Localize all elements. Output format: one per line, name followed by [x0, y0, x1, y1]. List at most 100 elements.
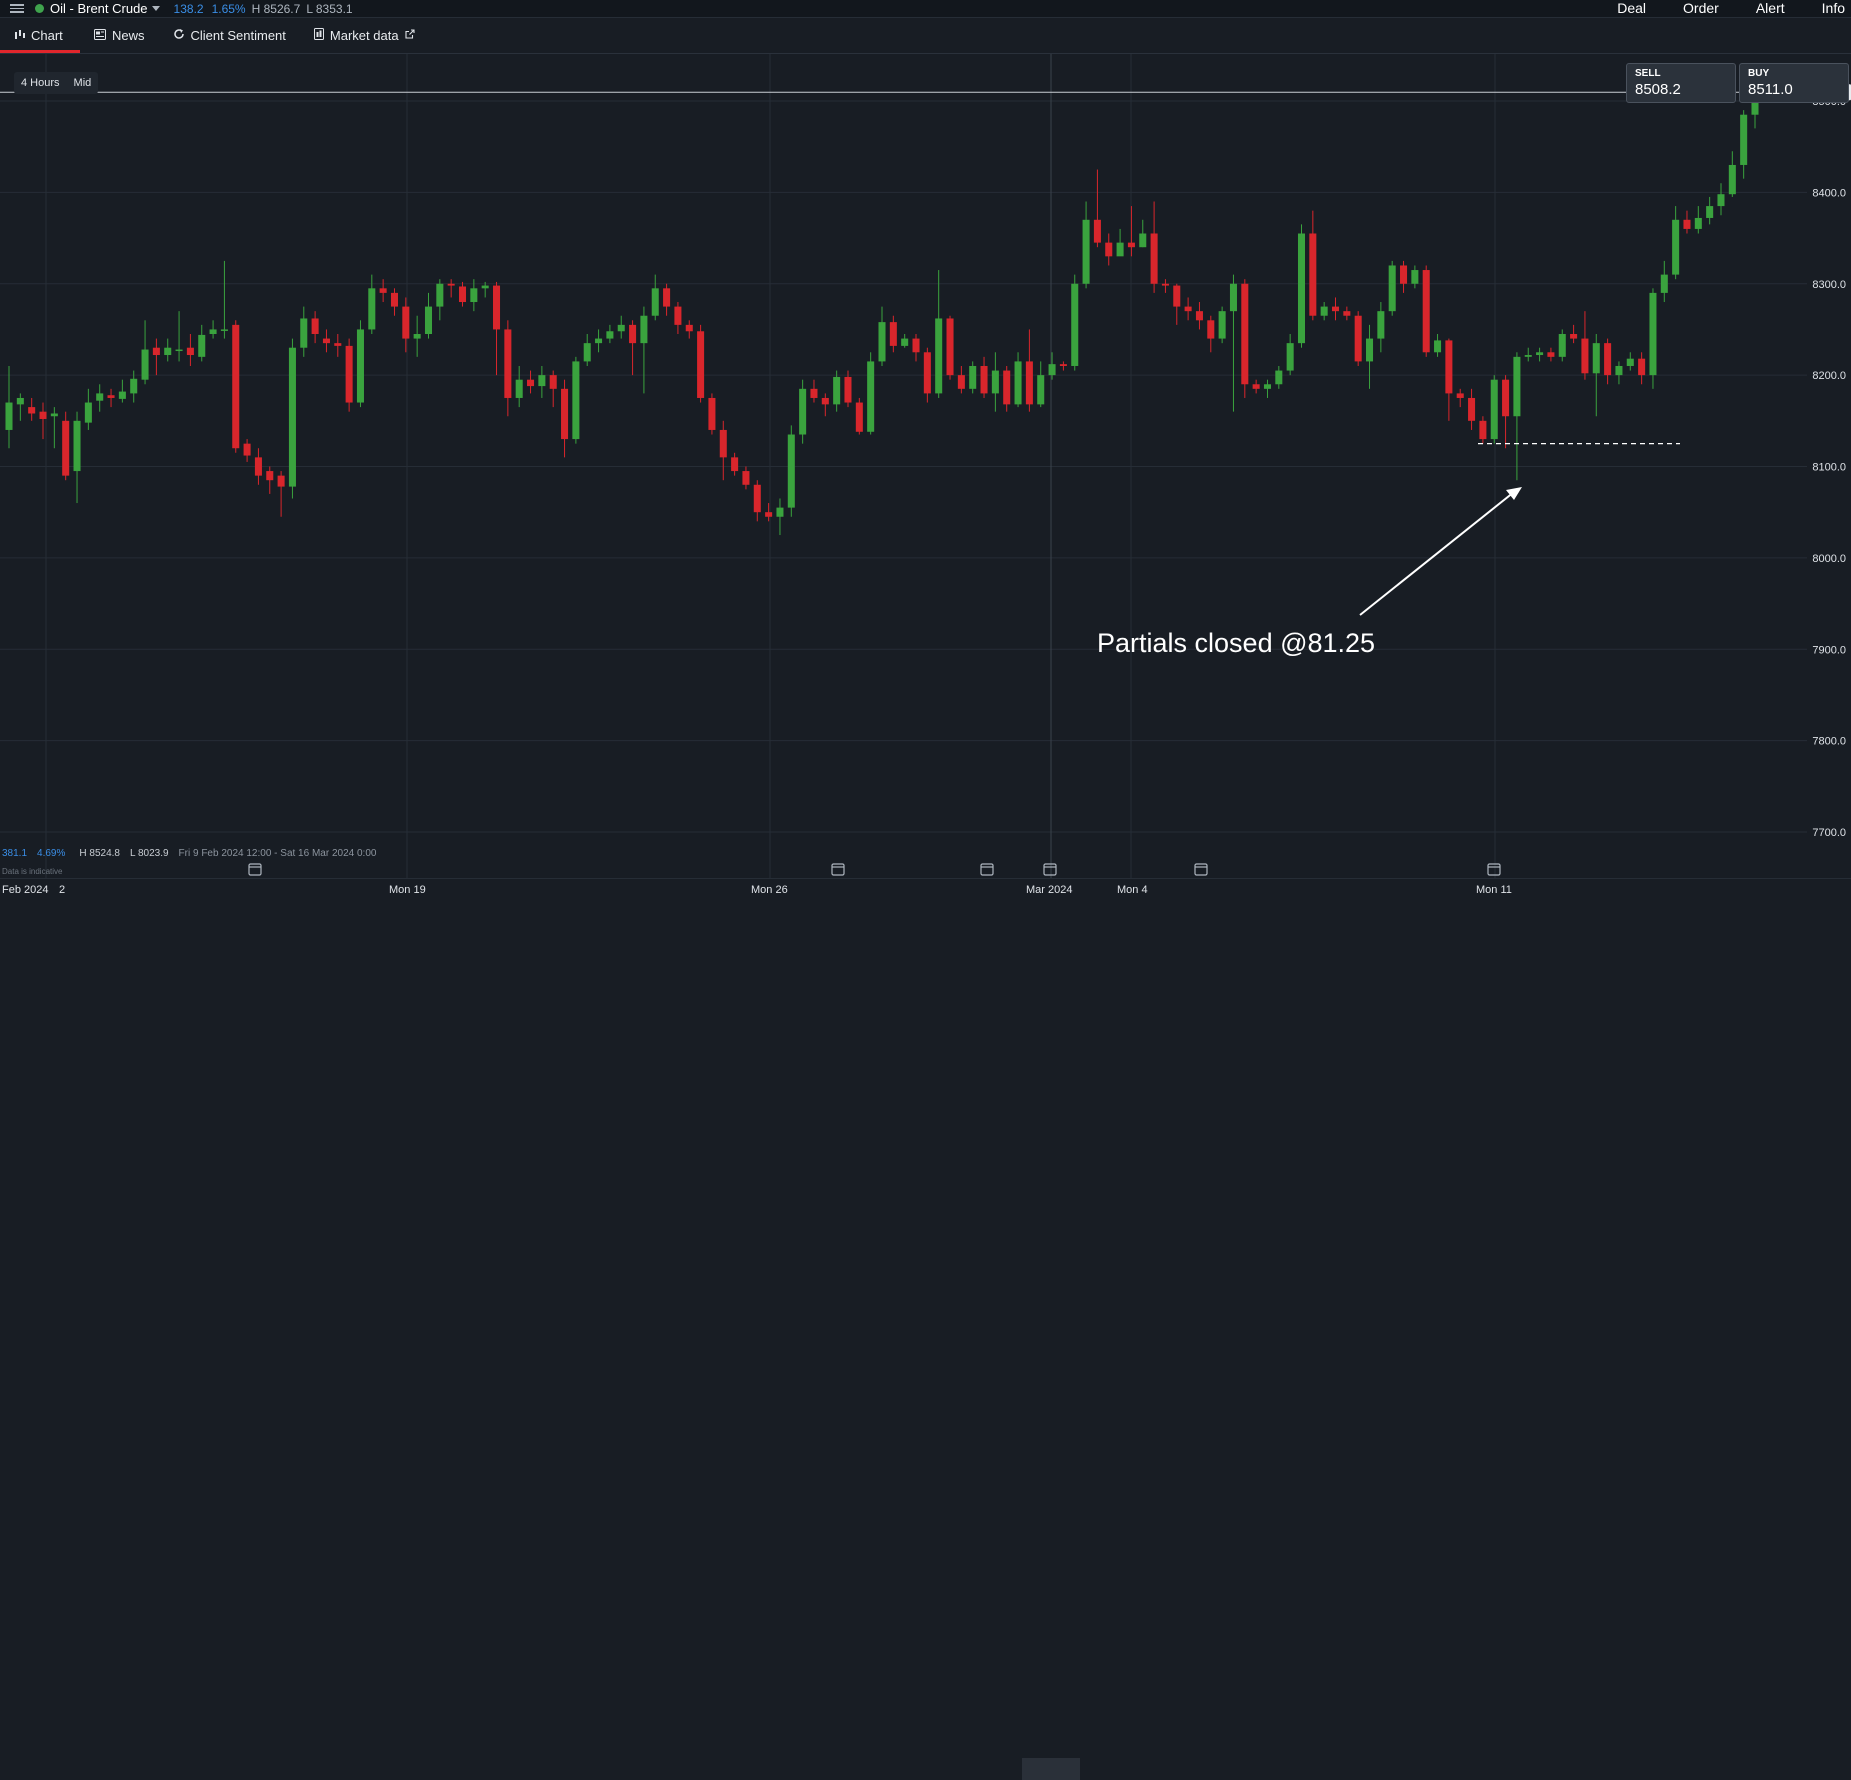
candle — [1615, 365, 1623, 376]
candle — [538, 375, 546, 387]
top-actions: Deal Order Alert Info — [1580, 0, 1851, 17]
candle — [878, 322, 886, 362]
candle — [1626, 358, 1634, 366]
candle — [663, 288, 671, 307]
candle — [1694, 217, 1702, 229]
candle — [1740, 114, 1748, 165]
candle — [1411, 270, 1419, 284]
period-low: L 8023.9 — [129, 848, 169, 859]
tab-news[interactable]: News — [80, 18, 159, 53]
candle — [957, 375, 965, 389]
instrument-name[interactable]: Oil - Brent Crude — [50, 1, 148, 16]
tab-client-sentiment-label: Client Sentiment — [190, 28, 286, 43]
candle — [1229, 283, 1237, 312]
candle — [969, 365, 977, 389]
date-axis[interactable]: Feb 2024 2 Mon 19 Mon 26 Mar 2024 Mon 4 … — [0, 878, 1851, 1780]
calendar-icon — [1043, 863, 1057, 876]
candle — [73, 420, 81, 472]
candle — [1275, 370, 1283, 385]
price-change: 138.2 — [173, 1, 204, 16]
order-button[interactable]: Order — [1683, 0, 1719, 16]
candle — [1161, 283, 1169, 286]
deal-button[interactable]: Deal — [1617, 0, 1647, 16]
candle — [674, 306, 682, 325]
candle — [300, 318, 308, 348]
candle — [799, 388, 807, 435]
tab-market-data-label: Market data — [329, 28, 399, 43]
candle — [561, 388, 569, 440]
candle — [447, 283, 455, 286]
candle — [1434, 340, 1442, 353]
alert-button[interactable]: Alert — [1755, 0, 1785, 16]
doc-icon — [313, 28, 324, 43]
candle — [1116, 242, 1124, 257]
price-change-pct: 1.65% — [211, 1, 246, 16]
candle — [1048, 364, 1056, 376]
candle — [198, 334, 206, 357]
tab-client-sentiment[interactable]: Client Sentiment — [159, 18, 300, 53]
buy-button[interactable]: BUY 8511.0 — [1739, 63, 1849, 103]
interval-button[interactable]: 4 Hours — [21, 77, 60, 89]
candle — [39, 411, 47, 419]
period-range: Fri 9 Feb 2024 12:00 - Sat 16 Mar 2024 0… — [178, 848, 377, 859]
candle — [1297, 233, 1306, 344]
tab-market-data[interactable]: Market data — [300, 18, 429, 53]
candle — [855, 402, 863, 432]
period-high: H 8524.8 — [79, 848, 120, 859]
day-low: L 8353.1 — [306, 1, 353, 16]
candle — [787, 434, 795, 508]
candle — [527, 379, 535, 387]
date-label: Mon 19 — [389, 884, 426, 896]
candle — [923, 352, 931, 394]
candle — [1343, 311, 1351, 316]
buy-price: 8511.0 — [1748, 81, 1793, 98]
candle — [322, 338, 330, 344]
candle — [1456, 393, 1464, 398]
instrument-header: Oil - Brent Crude 138.2 1.65% H 8526.7 L… — [0, 0, 1851, 18]
candle — [1059, 364, 1067, 366]
candle — [130, 378, 138, 394]
chevron-down-icon[interactable] — [151, 6, 160, 11]
candle — [28, 407, 36, 414]
tab-bar: Chart News Client Sentiment Market data — [0, 18, 1851, 54]
candle — [742, 471, 750, 485]
price-type-button[interactable]: Mid — [73, 77, 92, 89]
tab-chart[interactable]: Chart — [0, 18, 80, 53]
candle — [1025, 361, 1033, 405]
candle — [1468, 397, 1476, 421]
candle — [1241, 283, 1249, 385]
candle — [5, 402, 13, 430]
candle — [436, 283, 444, 307]
candle — [1195, 311, 1203, 321]
candle — [368, 288, 376, 330]
candle — [1706, 206, 1714, 218]
candle — [1014, 361, 1022, 405]
candle — [1071, 283, 1079, 366]
candle — [810, 388, 818, 398]
candle — [1173, 285, 1181, 307]
candle — [549, 375, 557, 389]
candle — [833, 376, 841, 405]
candle — [1309, 233, 1317, 316]
candle — [1263, 384, 1271, 389]
candle — [1558, 334, 1566, 357]
candle — [458, 286, 467, 303]
period-change-pct: 4.69% — [37, 848, 66, 859]
info-button[interactable]: Info — [1821, 0, 1845, 16]
price-chart[interactable]: 7700.0 7800.0 7900.0 8000.0 8100.0 8200.0 8300… — [0, 54, 1851, 902]
candle — [595, 338, 603, 344]
menu-icon[interactable] — [10, 4, 24, 13]
candle — [1037, 375, 1045, 405]
candle — [617, 324, 625, 332]
sell-button[interactable]: SELL 8508.2 — [1626, 63, 1736, 103]
candle — [141, 349, 149, 380]
date-label: Mon 26 — [751, 884, 788, 896]
calendar-icon — [1487, 863, 1501, 876]
candle — [1366, 338, 1374, 362]
period-change: 381.1 — [2, 848, 28, 859]
candle — [708, 397, 716, 430]
candle — [107, 395, 115, 398]
candle — [1320, 306, 1328, 316]
candle — [776, 507, 784, 517]
candle — [1377, 311, 1385, 339]
